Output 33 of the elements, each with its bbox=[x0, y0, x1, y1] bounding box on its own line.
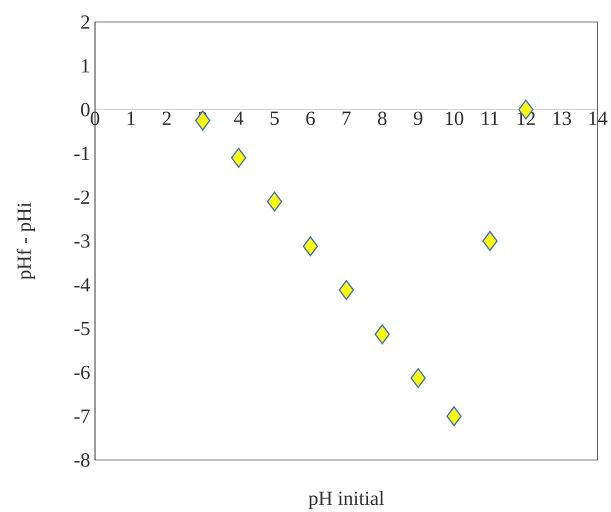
point bbox=[410, 368, 426, 388]
y-tick-label: -4 bbox=[74, 278, 90, 292]
x-tick-label: 5 bbox=[270, 112, 279, 125]
x-axis-title: pH initial bbox=[308, 491, 384, 510]
y-tick-label: -8 bbox=[74, 453, 90, 467]
y-axis-title: pHf - pHi bbox=[16, 202, 36, 280]
x-tick-label: 2 bbox=[162, 112, 171, 125]
point bbox=[266, 192, 282, 212]
x-tick-label: 4 bbox=[234, 112, 244, 125]
point bbox=[338, 280, 354, 300]
y-tick-label: -5 bbox=[74, 322, 90, 336]
point bbox=[374, 324, 390, 344]
x-tick-label: 11 bbox=[482, 112, 498, 125]
x-tick-label: 1 bbox=[128, 112, 135, 125]
y-tick-label: -6 bbox=[74, 366, 90, 380]
point bbox=[195, 110, 210, 131]
x-tick-label: 8 bbox=[378, 112, 386, 126]
x-tick-label: 6 bbox=[306, 112, 315, 126]
x-tick-label: 7 bbox=[342, 112, 351, 125]
x-tick-label: 10 bbox=[446, 112, 464, 126]
y-tick-label: 1 bbox=[82, 59, 90, 72]
point bbox=[230, 148, 246, 168]
y-tick-label: -1 bbox=[74, 146, 90, 160]
point bbox=[302, 236, 318, 256]
point bbox=[446, 406, 462, 426]
y-tick-label: -3 bbox=[74, 234, 90, 248]
y-tick-label: 0 bbox=[81, 102, 90, 116]
x-tick-label: 13 bbox=[554, 112, 571, 126]
y-tick-label: 2 bbox=[81, 15, 90, 29]
y-tick-label: -7 bbox=[74, 410, 90, 423]
x-tick-label: 9 bbox=[414, 112, 422, 126]
point bbox=[482, 230, 498, 252]
y-tick-label: -2 bbox=[74, 190, 90, 204]
